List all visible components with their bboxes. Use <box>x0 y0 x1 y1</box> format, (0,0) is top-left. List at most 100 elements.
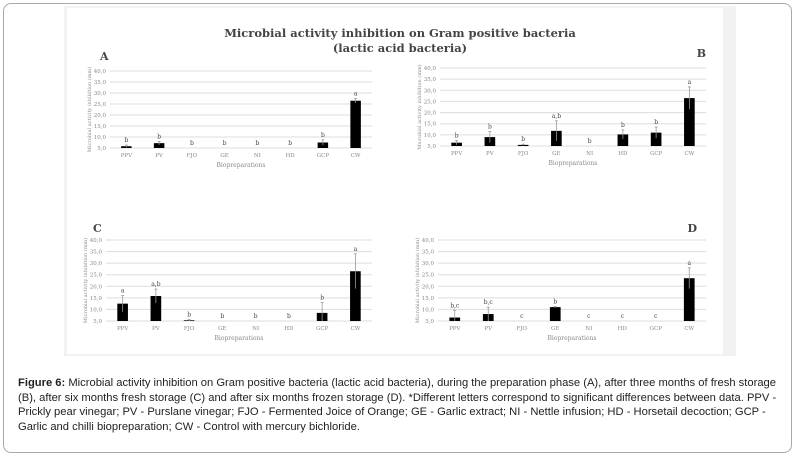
y-tick-label: 20,0 <box>90 284 103 290</box>
y-tick-label: 35,0 <box>90 250 103 256</box>
significance-letter: b <box>220 313 224 320</box>
x-tick-label: PPV <box>121 153 133 159</box>
x-tick-label: PV <box>486 151 495 157</box>
significance-letter: b <box>455 132 459 139</box>
significance-letter: b <box>190 140 194 147</box>
x-tick-label: PV <box>152 326 161 332</box>
bar-ppv <box>117 303 128 321</box>
x-axis-label: Biopreparations <box>549 160 598 167</box>
y-tick-label: 40,0 <box>94 69 107 75</box>
x-tick-label: HD <box>286 153 296 159</box>
y-axis-label: Microbial activity inhibition (mm) <box>414 238 421 323</box>
y-tick-label: 40,0 <box>422 238 435 244</box>
x-tick-label: PPV <box>117 326 129 332</box>
x-tick-label: NI <box>585 326 592 332</box>
y-tick-label: 5,0 <box>427 144 436 150</box>
y-tick-label: 10,0 <box>424 133 437 139</box>
x-tick-label: HD <box>284 326 294 332</box>
x-tick-label: FJO <box>187 153 198 159</box>
significance-letter: b <box>287 313 291 320</box>
significance-letter: b <box>320 294 324 301</box>
significance-letter: a <box>354 91 358 98</box>
figure-title-line2: (lactic acid bacteria) <box>333 41 467 55</box>
y-tick-label: 20,0 <box>94 113 107 119</box>
y-tick-label: 15,0 <box>94 124 107 130</box>
bar-cw <box>350 100 361 148</box>
significance-letter: b,c <box>484 299 494 306</box>
x-tick-label: GCP <box>317 153 330 159</box>
significance-letter: a <box>354 246 358 253</box>
x-tick-label: CW <box>350 326 360 332</box>
x-axis-label: Biopreparations <box>215 335 264 342</box>
bar-hd <box>617 134 629 146</box>
x-tick-label: PPV <box>449 326 461 332</box>
x-tick-label: NI <box>254 153 261 159</box>
y-tick-label: 5,0 <box>425 319 434 325</box>
y-tick-label: 10,0 <box>422 307 435 313</box>
significance-letter: b <box>223 140 227 147</box>
significance-letter: c <box>520 313 524 320</box>
bar-ge <box>549 307 561 321</box>
y-tick-label: 40,0 <box>90 238 103 244</box>
y-tick-label: 40,0 <box>424 66 437 72</box>
y-tick-label: 30,0 <box>90 261 103 267</box>
bar-gcp <box>650 132 662 146</box>
x-tick-label: GE <box>218 326 226 332</box>
panel-label: D <box>687 222 697 235</box>
y-tick-label: 35,0 <box>424 77 437 83</box>
significance-letter: c <box>587 313 591 320</box>
bar-gcp <box>317 142 329 148</box>
y-axis-label: Microbial activity inhibition (mm) <box>416 64 423 149</box>
y-tick-label: 15,0 <box>90 296 103 302</box>
x-tick-label: GCP <box>316 326 329 332</box>
chart-panel-c: C 5,0 10,0 15,0 20,0 25,0 30,0 35,0 40,0Microbia… <box>82 222 372 342</box>
significance-letter: b,c <box>450 303 460 310</box>
bar-cw <box>684 98 695 146</box>
significance-letter: b <box>588 138 592 145</box>
significance-letter: a <box>121 288 125 295</box>
y-tick-label: 20,0 <box>422 284 435 290</box>
x-tick-label: HD <box>618 151 628 157</box>
y-tick-label: 30,0 <box>422 261 435 267</box>
significance-letter: b <box>157 133 161 140</box>
y-tick-label: 5,0 <box>97 146 106 152</box>
significance-letter: a <box>688 79 692 86</box>
significance-letter: b <box>488 124 492 131</box>
y-tick-label: 10,0 <box>90 307 103 313</box>
x-tick-label: CW <box>684 151 694 157</box>
y-axis-label: Microbial activity inhibition (mm) <box>82 238 89 323</box>
figure-title-line1: Microbial activity inhibition on Gram po… <box>224 26 576 40</box>
significance-letter: a,b <box>552 113 561 120</box>
significance-letter: b <box>621 122 625 129</box>
significance-letter: b <box>553 298 557 305</box>
x-tick-label: CW <box>351 153 361 159</box>
y-tick-label: 35,0 <box>422 250 435 256</box>
x-axis-label: Biopreparations <box>217 162 266 169</box>
y-tick-label: 30,0 <box>94 91 107 97</box>
bar-cw <box>683 278 695 321</box>
y-tick-label: 25,0 <box>90 273 103 279</box>
y-tick-label: 35,0 <box>94 80 107 86</box>
x-tick-label: PV <box>155 153 164 159</box>
x-tick-label: PV <box>484 326 493 332</box>
significance-letter: b <box>321 132 325 139</box>
figure-image <box>67 8 723 354</box>
chart-panel-b: B 5,0 10,0 15,0 20,0 25,0 30,0 35,0 40,0Microbia… <box>416 47 706 167</box>
x-axis-label: Biopreparations <box>548 335 597 342</box>
significance-letter: b <box>255 140 259 147</box>
panel-label: A <box>99 50 109 63</box>
significance-letter: a,b <box>151 281 160 288</box>
x-tick-label: GCP <box>650 326 663 332</box>
significance-letter: a <box>687 260 691 267</box>
y-tick-label: 30,0 <box>424 88 437 94</box>
x-tick-label: NI <box>252 326 259 332</box>
panel-label: B <box>697 47 706 60</box>
y-tick-label: 15,0 <box>422 296 435 302</box>
y-tick-label: 15,0 <box>424 122 437 128</box>
significance-letter: b <box>187 312 191 319</box>
x-tick-label: GE <box>220 153 228 159</box>
figure-caption: Figure 6: Microbial activity inhibition … <box>18 376 778 434</box>
significance-letter: b <box>254 313 258 320</box>
y-tick-label: 5,0 <box>93 319 102 325</box>
